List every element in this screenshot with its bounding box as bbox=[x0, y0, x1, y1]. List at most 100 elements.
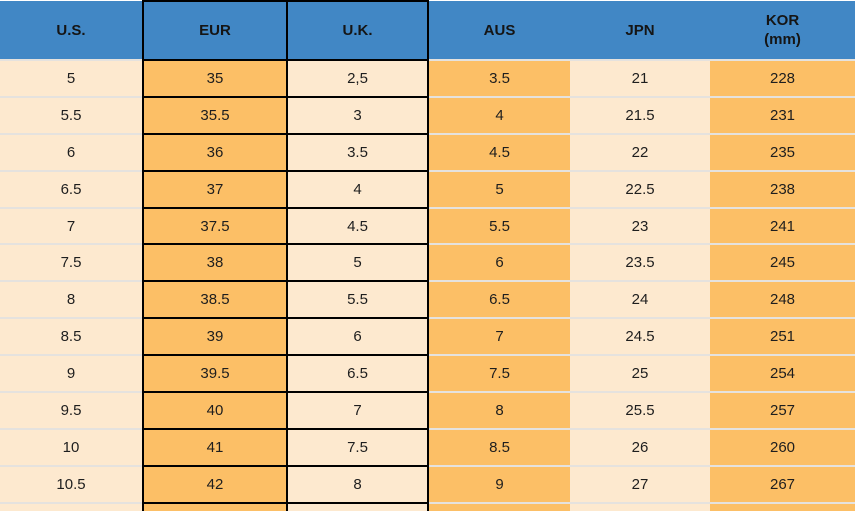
table-cell-uk: 7.5 bbox=[286, 427, 429, 467]
table-cell-jpn: 25.5 bbox=[570, 391, 710, 429]
table-cell-aus: 4 bbox=[428, 95, 570, 134]
table-cell-jpn: 24.5 bbox=[570, 317, 710, 356]
table-cell-aus: 6 bbox=[428, 243, 570, 282]
table-cell-jpn: 22.5 bbox=[570, 169, 710, 208]
table-cell-eur: 37 bbox=[142, 169, 288, 209]
table-cell-jpn: 21.5 bbox=[570, 95, 710, 134]
table-cell-us: 5 bbox=[0, 59, 143, 97]
table-cell-us: 8.5 bbox=[0, 317, 143, 356]
table-cell-uk: 5 bbox=[286, 243, 429, 283]
table-cell-us: 7 bbox=[0, 206, 143, 245]
table-cell-uk: 3 bbox=[286, 95, 429, 135]
table-cell-uk: 5.5 bbox=[286, 280, 429, 320]
table-cell-jpn: 24 bbox=[570, 280, 710, 319]
column-header-uk: U.K. bbox=[286, 0, 429, 61]
table-cell-aus: 3.5 bbox=[428, 59, 570, 97]
table-cell-us: 5.5 bbox=[0, 95, 143, 134]
table-cell-aus: 4.5 bbox=[428, 132, 570, 171]
table-cell-eur: 38.5 bbox=[142, 280, 288, 320]
column-header-us: U.S. bbox=[0, 1, 143, 60]
table-cell-us: 9 bbox=[0, 354, 143, 393]
table-cell-aus: 5.5 bbox=[428, 206, 570, 245]
table-cell-jpn: 27.8 bbox=[570, 501, 710, 511]
table-cell-jpn: 26 bbox=[570, 427, 710, 466]
table-cell-eur: 40 bbox=[142, 391, 288, 430]
column-header-jpn: JPN bbox=[570, 1, 710, 60]
table-cell-eur: 38 bbox=[142, 243, 288, 283]
table-cell-kor: 245 bbox=[710, 243, 855, 282]
table-cell-kor: 238 bbox=[710, 169, 855, 208]
table-cell-aus: 8 bbox=[428, 391, 570, 429]
column-header-kor-unit: (mm) bbox=[764, 31, 801, 48]
table-cell-eur: 43 bbox=[142, 501, 288, 511]
table-cell-jpn: 23.5 bbox=[570, 243, 710, 282]
table-cell-uk: 7 bbox=[286, 391, 429, 430]
table-cell-eur: 39.5 bbox=[142, 354, 288, 394]
table-cell-eur: 36 bbox=[142, 132, 288, 172]
table-cell-us: 9.5 bbox=[0, 391, 143, 429]
table-cell-aus: 5 bbox=[428, 169, 570, 208]
table-cell-kor: 231 bbox=[710, 95, 855, 134]
table-cell-uk: 6 bbox=[286, 317, 429, 357]
table-cell-kor: 241 bbox=[710, 206, 855, 245]
column-header-kor-label: KOR bbox=[765, 12, 800, 29]
header-row: U.S. EUR U.K. AUS JPN KOR (mm) bbox=[0, 0, 855, 61]
table-cell-uk: 4.5 bbox=[286, 206, 429, 246]
table-cell-jpn: 21 bbox=[570, 59, 710, 97]
table-cell-us: 6 bbox=[0, 132, 143, 171]
table-cell-uk: 8 bbox=[286, 464, 429, 504]
table-row: 5.5 35.5 3 4 21.5 231 bbox=[0, 95, 855, 135]
table-cell-kor: 260 bbox=[710, 427, 855, 466]
table-cell-kor: 254 bbox=[710, 354, 855, 393]
table-cell-kor: 248 bbox=[710, 280, 855, 319]
table-cell-eur: 42 bbox=[142, 464, 288, 504]
table-cell-aus: 8.5 bbox=[428, 427, 570, 466]
table-cell-aus: 7.5 bbox=[428, 354, 570, 393]
table-row: 7.5 38 5 6 23.5 245 bbox=[0, 243, 855, 283]
table-cell-kor: 228 bbox=[710, 59, 855, 97]
table-body: 5 35 2,5 3.5 21 228 5.5 35.5 3 4 21.5 231 6 36 3.5 4.5 2… bbox=[0, 59, 855, 511]
table-cell-eur: 41 bbox=[142, 427, 288, 467]
table-cell-us: 7.5 bbox=[0, 243, 143, 282]
table-cell-us: 11 bbox=[0, 501, 143, 511]
table-cell-uk: 6.5 bbox=[286, 354, 429, 394]
table-cell-kor: 251 bbox=[710, 317, 855, 356]
column-header-eur: EUR bbox=[142, 0, 288, 61]
table-row: 9.5 40 7 8 25.5 257 bbox=[0, 391, 855, 430]
table-cell-kor: 267 bbox=[710, 464, 855, 503]
table-cell-kor: 235 bbox=[710, 132, 855, 171]
table-cell-aus: 6.5 bbox=[428, 280, 570, 319]
table-cell-uk: 8.5 bbox=[286, 501, 429, 511]
table-row: 5 35 2,5 3.5 21 228 bbox=[0, 59, 855, 98]
table-cell-aus: 9.5 bbox=[428, 501, 570, 511]
table-cell-jpn: 27 bbox=[570, 464, 710, 503]
table-row: 9 39.5 6.5 7.5 25 254 bbox=[0, 354, 855, 394]
table-cell-aus: 7 bbox=[428, 317, 570, 356]
table-cell-eur: 39 bbox=[142, 317, 288, 357]
table-cell-aus: 9 bbox=[428, 464, 570, 503]
table-row: 7 37.5 4.5 5.5 23 241 bbox=[0, 206, 855, 246]
table-cell-jpn: 25 bbox=[570, 354, 710, 393]
table-cell-kor: 270 bbox=[710, 501, 855, 511]
table-row: 8 38.5 5.5 6.5 24 248 bbox=[0, 280, 855, 320]
table-row: 10.5 42 8 9 27 267 bbox=[0, 464, 855, 504]
table-row: 6.5 37 4 5 22.5 238 bbox=[0, 169, 855, 209]
table-cell-eur: 35.5 bbox=[142, 95, 288, 135]
table-cell-kor: 257 bbox=[710, 391, 855, 429]
table-cell-us: 10 bbox=[0, 427, 143, 466]
table-cell-uk: 3.5 bbox=[286, 132, 429, 172]
column-header-kor: KOR (mm) bbox=[710, 1, 855, 60]
table-cell-uk: 4 bbox=[286, 169, 429, 209]
table-cell-us: 10.5 bbox=[0, 464, 143, 503]
table-cell-eur: 37.5 bbox=[142, 206, 288, 246]
table-row: 10 41 7.5 8.5 26 260 bbox=[0, 427, 855, 467]
table-row: 6 36 3.5 4.5 22 235 bbox=[0, 132, 855, 172]
column-header-aus: AUS bbox=[428, 1, 570, 60]
table-cell-jpn: 23 bbox=[570, 206, 710, 245]
table-cell-eur: 35 bbox=[142, 59, 288, 98]
table-cell-us: 6.5 bbox=[0, 169, 143, 208]
table-cell-jpn: 22 bbox=[570, 132, 710, 171]
table-cell-uk: 2,5 bbox=[286, 59, 429, 98]
